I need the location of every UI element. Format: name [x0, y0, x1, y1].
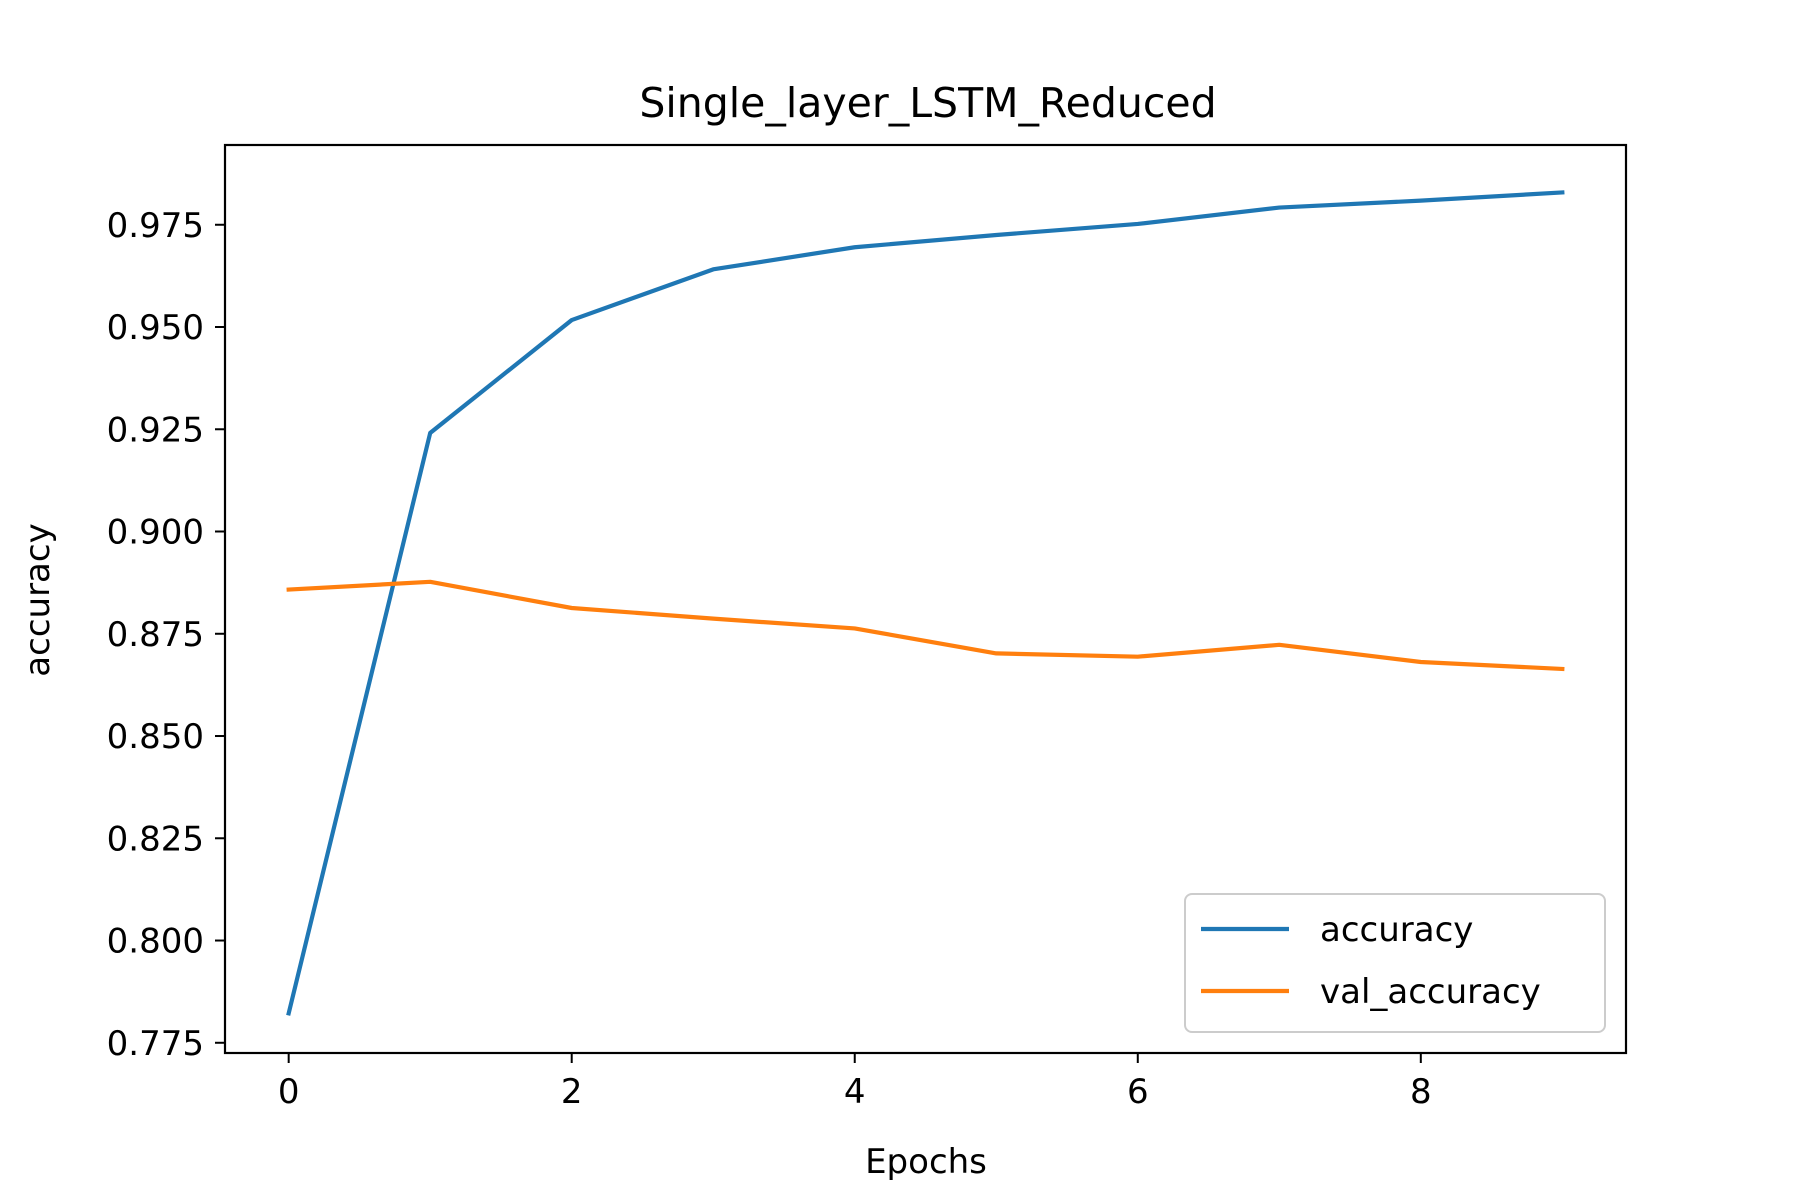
y-tick-label: 0.900: [107, 513, 204, 553]
y-tick-label: 0.925: [107, 410, 204, 450]
x-tick-label: 0: [278, 1072, 300, 1112]
x-tick-label: 8: [1410, 1072, 1432, 1112]
y-tick-label: 0.825: [107, 819, 204, 859]
legend-label-accuracy: accuracy: [1320, 910, 1473, 950]
x-tick-label: 4: [844, 1072, 866, 1112]
y-tick-label: 0.850: [107, 717, 204, 757]
y-tick-label: 0.950: [107, 308, 204, 348]
y-tick-label: 0.975: [107, 206, 204, 246]
legend-label-val-accuracy: val_accuracy: [1320, 972, 1541, 1012]
legend: accuracy val_accuracy: [1184, 893, 1606, 1033]
series-line-val-accuracy: [286, 579, 1565, 672]
y-tick-label: 0.875: [107, 615, 204, 655]
y-tick-label: 0.775: [107, 1024, 204, 1064]
y-axis-label: accuracy: [18, 523, 58, 676]
chart-title: Single_layer_LSTM_Reduced: [639, 79, 1216, 127]
plot-frame: [223, 143, 1628, 1055]
legend-box: [1184, 893, 1606, 1033]
x-axis-ticks: 0 2 4 6 8: [278, 1053, 1432, 1112]
y-tick-label: 0.800: [107, 922, 204, 962]
x-tick-label: 2: [561, 1072, 583, 1112]
series-layer: [286, 190, 1565, 1016]
x-axis-label: Epochs: [865, 1142, 987, 1182]
x-tick-label: 6: [1127, 1072, 1149, 1112]
y-axis-ticks: 0.775 0.800 0.825 0.850 0.875 0.900 0.925 0.950…: [107, 206, 225, 1064]
series-line-accuracy: [286, 190, 1565, 1016]
